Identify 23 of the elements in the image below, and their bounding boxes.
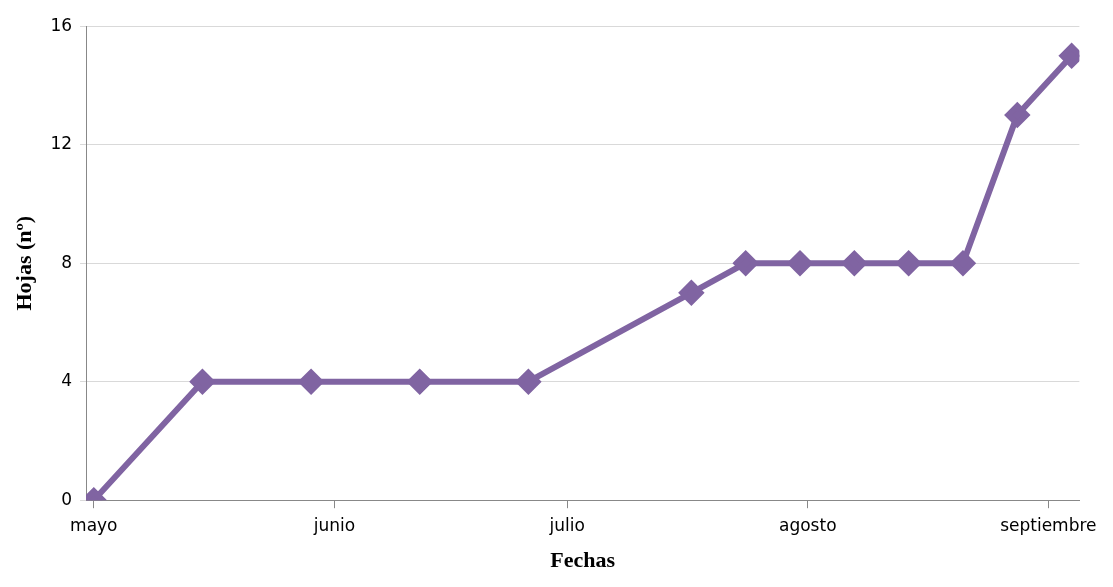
point xyxy=(679,280,704,305)
point xyxy=(1005,103,1030,128)
y-tick-label: 8 xyxy=(61,251,73,272)
point xyxy=(407,369,432,394)
y-tick-label: 4 xyxy=(61,370,73,391)
y-axis-title: Hojas (nº) xyxy=(10,215,36,311)
x-tick-label: junio xyxy=(312,514,356,535)
point xyxy=(733,251,758,276)
point xyxy=(950,251,975,276)
y-tick-label: 12 xyxy=(50,133,73,154)
x-tick-label: septiembre xyxy=(1000,514,1097,535)
point xyxy=(788,251,812,276)
x-tick-label: julio xyxy=(548,514,585,535)
point xyxy=(190,369,215,394)
point xyxy=(842,251,867,276)
x-tick-label: mayo xyxy=(70,514,118,535)
y-tick-label: 0 xyxy=(61,488,73,509)
x-axis-title: Fechas xyxy=(550,547,616,573)
point xyxy=(896,251,921,276)
x-tick-label: agosto xyxy=(778,514,837,535)
point xyxy=(299,369,324,394)
point xyxy=(516,369,541,394)
y-tick-label: 16 xyxy=(50,14,73,35)
